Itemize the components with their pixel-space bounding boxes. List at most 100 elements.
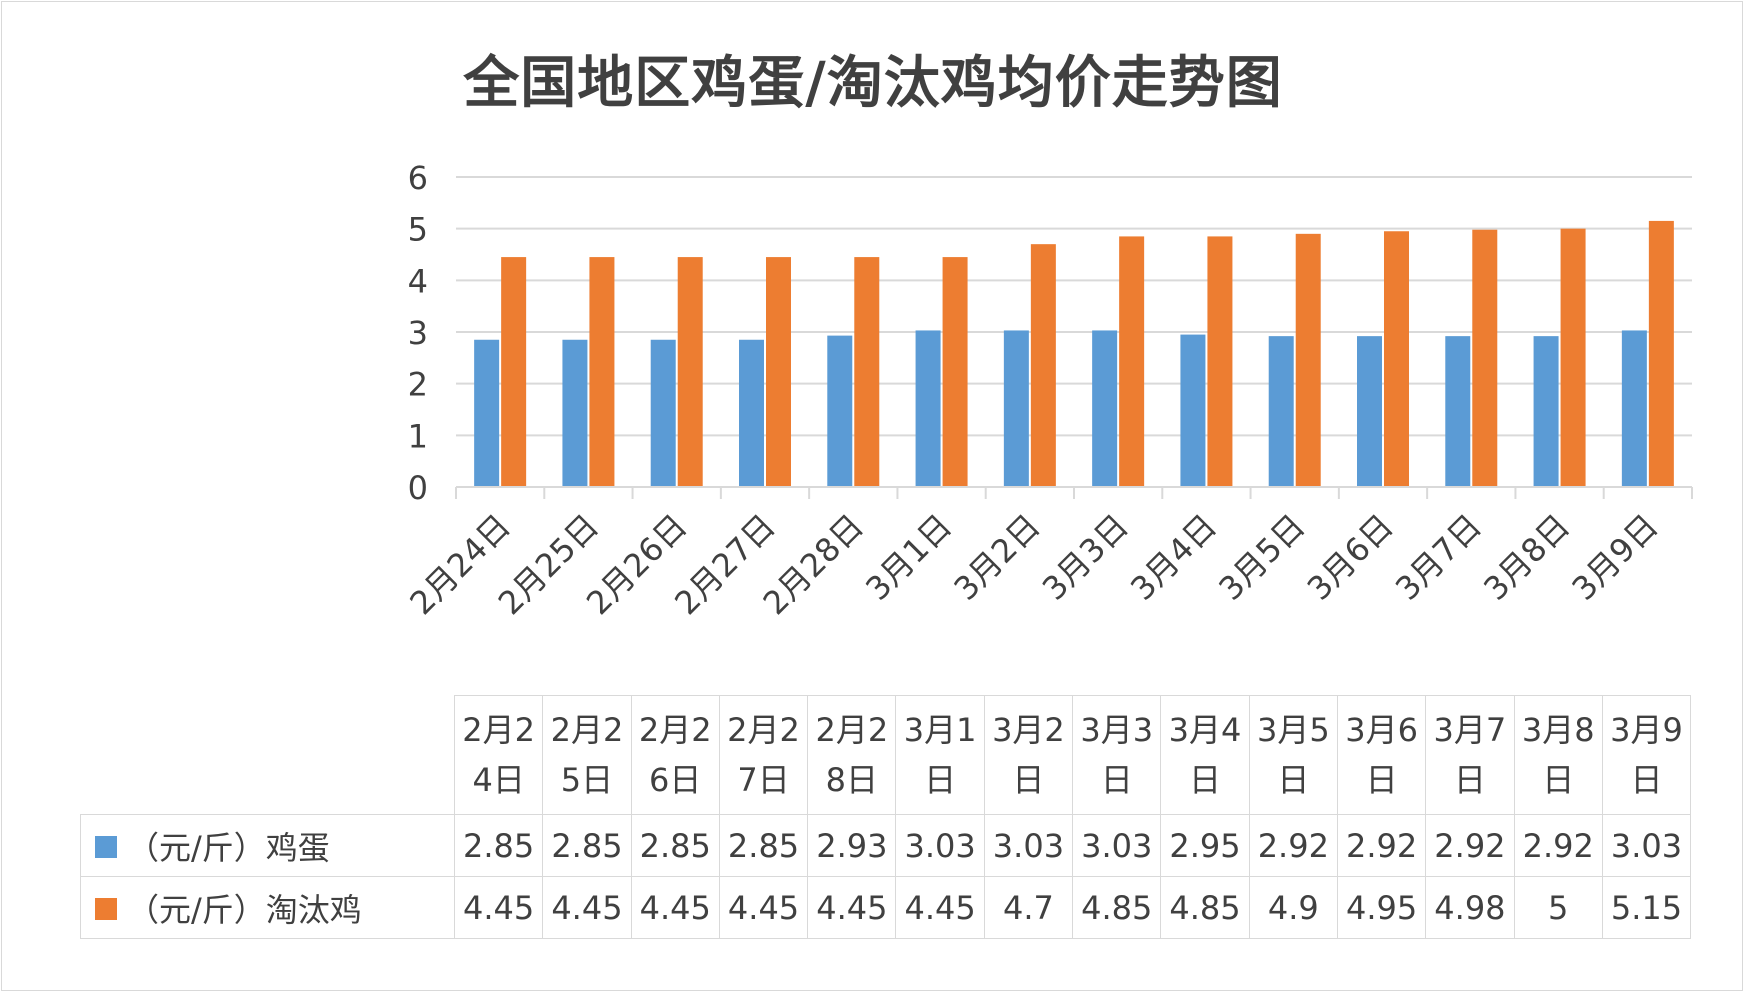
data-table-cell: 4.45 [718,876,809,939]
bar-egg [739,339,764,487]
bar-egg [1003,330,1029,487]
bar-culled-hen [589,257,615,487]
data-table-cell: 2.92 [1425,814,1515,877]
bar-egg [1092,330,1118,487]
x-tick-label: 3月9日 [1565,507,1666,608]
bar-culled-hen [766,257,791,487]
x-tick-label: 3月2日 [947,507,1048,608]
bar-egg [562,339,588,487]
data-table-column-header: 3月7日 [1425,695,1515,815]
data-table-row-culled-hen: （元/斤）淘汰鸡 4.45 4.45 4.45 4.45 4.45 4.45 4.7 4.85… [80,876,1692,939]
data-table-cell: 2.85 [718,814,809,877]
bar-egg [1268,336,1294,487]
data-table-column-header: 3月3日 [1072,695,1162,815]
bar-egg [1621,330,1647,487]
chart-plot: 0 1 2 3 4 5 6 2月24日2月25日2月26日2月27日2月28日3月1日3月2… [402,159,1693,622]
legend-label-culled-hen: （元/斤）淘汰鸡 [127,890,362,929]
y-tick-label: 0 [408,469,428,507]
y-tick-label: 6 [408,159,428,197]
bar-egg [474,339,500,487]
data-table-cell: 2.92 [1248,814,1338,877]
y-tick-label: 5 [408,211,428,249]
bar-egg [650,339,676,487]
data-table-cell: 4.45 [807,876,897,939]
data-table-cell: 4.45 [630,876,720,939]
gridlines [456,176,1692,437]
x-axis-tick-labels: 2月24日2月25日2月26日2月27日2月28日3月1日3月2日3月3日3月4… [402,507,1665,622]
bar-culled-hen [501,257,527,487]
bar-culled-hen [1560,228,1586,487]
data-table-cell: 4.85 [1160,876,1250,939]
legend-label-egg: （元/斤）鸡蛋 [127,828,330,867]
bar-culled-hen [1119,236,1145,487]
bar-culled-hen [1472,229,1498,487]
data-table-cell: 2.92 [1513,814,1603,877]
x-axis [455,486,1693,499]
data-table-cell: 2.93 [807,814,897,877]
data-table-column-header: 3月8日 [1513,695,1603,815]
x-tick-label: 3月5日 [1211,507,1312,608]
data-table-cell: 3.03 [1072,814,1162,877]
bar-egg [1180,334,1206,487]
data-table-column-header: 3月4日 [1160,695,1250,815]
data-table-column-header: 3月1日 [895,695,985,815]
data-table-column-header: 2月26日 [630,695,720,815]
data-table-cell: 4.95 [1336,876,1427,939]
bar-culled-hen [1648,220,1674,487]
data-table-header-row: 2月24日 2月25日 2月26日 2月27日 2月28日 3月1日 3月2日 3月3日 3月4… [80,695,1692,815]
data-table-corner [80,695,455,815]
x-tick-label: 3月4日 [1123,507,1224,608]
data-table-column-header: 3月2日 [983,695,1074,815]
data-table-cell: 4.45 [895,876,985,939]
y-tick-label: 1 [408,417,428,455]
data-table-cell: 2.85 [542,814,632,877]
x-tick-label: 3月8日 [1476,507,1577,608]
bar-culled-hen [1295,233,1321,487]
bar-egg [915,330,941,487]
bar-series [474,220,1674,487]
data-table-cell: 3.03 [1601,814,1692,877]
data-table-column-header: 2月28日 [807,695,897,815]
bar-culled-hen [677,257,703,487]
bar-egg [1445,336,1471,487]
bar-egg [1357,336,1382,487]
x-tick-label: 3月7日 [1388,507,1489,608]
data-table-cell: 4.98 [1425,876,1515,939]
data-table-cell: 5.15 [1601,876,1692,939]
data-table-column-header: 2月24日 [453,695,544,815]
data-table-cell: 4.85 [1072,876,1162,939]
bar-culled-hen [1030,244,1056,487]
data-table-cell: 4.9 [1248,876,1338,939]
y-axis-tick-labels: 0 1 2 3 4 5 6 [408,159,428,507]
x-tick-label: 3月3日 [1035,507,1136,608]
bar-culled-hen [1207,236,1233,487]
data-table-cell: 5 [1513,876,1603,939]
y-tick-label: 3 [408,314,428,352]
legend-item-egg: （元/斤）鸡蛋 [80,814,455,877]
bar-egg [1533,336,1559,487]
bar-culled-hen [942,257,968,487]
data-table-cell: 3.03 [895,814,985,877]
chart-title: 全国地区鸡蛋/淘汰鸡均价走势图 [463,51,1283,116]
data-table-column-header: 3月5日 [1248,695,1338,815]
y-tick-label: 2 [408,366,428,404]
data-table-cell: 2.85 [630,814,720,877]
legend-item-culled-hen: （元/斤）淘汰鸡 [80,876,455,939]
data-table-cell: 2.85 [453,814,544,877]
x-tick-label: 3月6日 [1300,507,1401,608]
data-table-cell: 4.7 [983,876,1074,939]
bar-culled-hen [1384,231,1409,487]
data-table-cell: 4.45 [453,876,544,939]
data-table-row-egg: （元/斤）鸡蛋 2.85 2.85 2.85 2.85 2.93 3.03 3.03 3.03… [80,814,1692,877]
legend-swatch-egg [95,835,117,858]
x-tick-label: 3月1日 [858,507,959,608]
y-tick-label: 4 [408,262,428,300]
data-table-column-header: 2月25日 [542,695,632,815]
data-table-cell: 4.45 [542,876,632,939]
data-table-cell: 2.95 [1160,814,1250,877]
data-table-column-header: 3月9日 [1601,695,1692,815]
bar-culled-hen [854,257,880,487]
data-table-column-header: 2月27日 [718,695,809,815]
data-table: 2月24日 2月25日 2月26日 2月27日 2月28日 3月1日 3月2日 3月3日 3月4… [80,695,1692,939]
